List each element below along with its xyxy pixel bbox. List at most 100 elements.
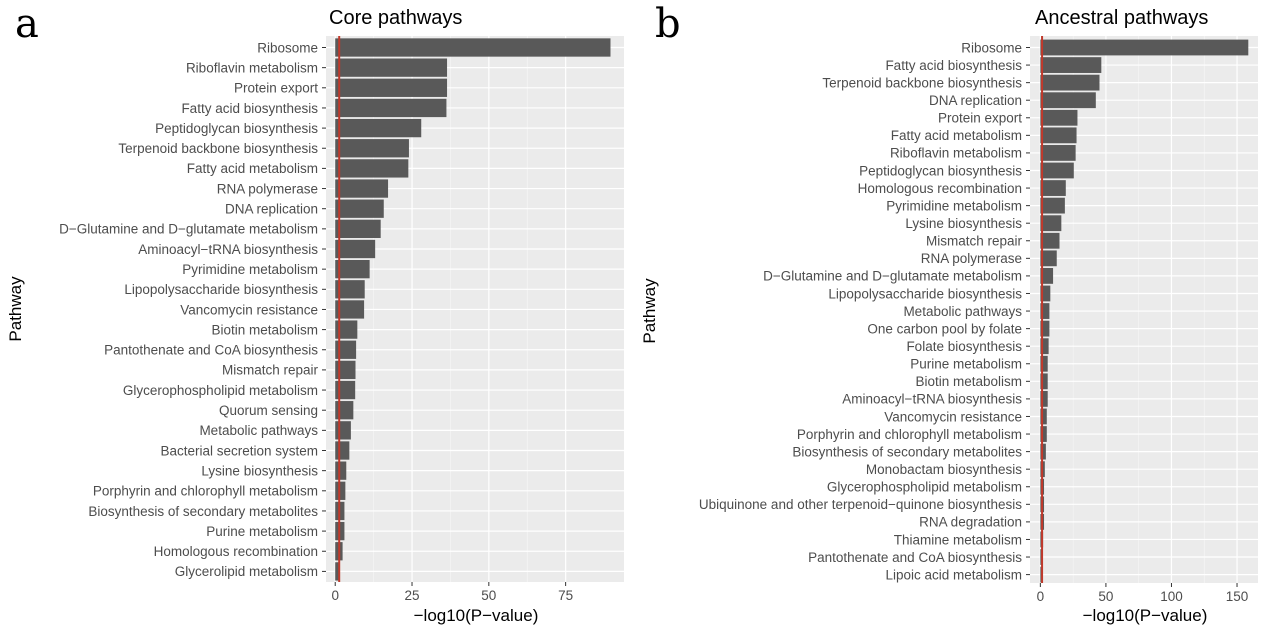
category-label: DNA replication bbox=[929, 93, 1022, 108]
bar bbox=[1040, 250, 1057, 267]
bar bbox=[335, 179, 389, 198]
category-label: Biotin metabolism bbox=[915, 374, 1022, 389]
category-label: Vancomycin resistance bbox=[180, 302, 318, 317]
category-label: D−Glutamine and D−glutamate metabolism bbox=[763, 269, 1022, 284]
category-label: Biosynthesis of secondary metabolites bbox=[88, 504, 318, 519]
category-label: RNA polymerase bbox=[217, 181, 318, 196]
bar bbox=[1040, 408, 1047, 425]
category-label: Terpenoid backbone biosynthesis bbox=[822, 75, 1022, 90]
category-label: Ribosome bbox=[961, 40, 1022, 55]
panel-b-y-axis-title: Pathway bbox=[640, 278, 659, 344]
category-label: Fatty acid metabolism bbox=[891, 128, 1022, 143]
category-label: Vancomycin resistance bbox=[884, 409, 1022, 424]
bar bbox=[335, 118, 422, 138]
bar bbox=[1040, 197, 1065, 214]
category-label: Riboflavin metabolism bbox=[186, 60, 318, 75]
bar bbox=[1040, 285, 1051, 302]
bar bbox=[335, 239, 376, 259]
x-tick-label: 0 bbox=[1037, 589, 1045, 604]
bar bbox=[1040, 391, 1048, 407]
x-tick-label: 25 bbox=[405, 588, 420, 603]
bar bbox=[1040, 303, 1050, 319]
panel-a-title: Core pathways bbox=[329, 7, 462, 29]
category-label: Purine metabolism bbox=[206, 524, 318, 539]
category-label: Pantothenate and CoA biosynthesis bbox=[808, 550, 1022, 565]
bar bbox=[335, 260, 370, 279]
bar bbox=[335, 340, 357, 359]
category-label: Bacterial secretion system bbox=[160, 443, 318, 458]
category-label: Pantothenate and CoA biosynthesis bbox=[104, 343, 318, 358]
category-label: Lysine biosynthesis bbox=[201, 463, 318, 478]
bar bbox=[1040, 338, 1049, 355]
bar bbox=[1040, 268, 1054, 284]
panel-b: b Ancestral pathways Ribosome Fatty acid … bbox=[640, 1, 1258, 625]
category-label: Ribosome bbox=[257, 40, 318, 55]
category-label: Aminoacyl−tRNA biosynthesis bbox=[842, 392, 1022, 407]
category-label: Purine metabolism bbox=[910, 357, 1022, 372]
category-label: Pyrimidine metabolism bbox=[886, 198, 1022, 213]
category-label: RNA degradation bbox=[919, 515, 1022, 530]
category-label: RNA polymerase bbox=[921, 251, 1022, 266]
category-label: One carbon pool by folate bbox=[867, 321, 1022, 336]
panel-b-x-ticks: 0 50 100 150 bbox=[1037, 583, 1248, 604]
category-label: Ubiquinone and other terpenoid−quinone b… bbox=[699, 497, 1022, 512]
category-label: Riboflavin metabolism bbox=[890, 146, 1022, 161]
panel-a-x-ticks: 0 25 50 75 bbox=[331, 582, 573, 603]
category-label: Lipoic acid metabolism bbox=[885, 567, 1022, 582]
panel-b-plot-background bbox=[1030, 36, 1258, 583]
category-label: Pyrimidine metabolism bbox=[182, 262, 318, 277]
bar bbox=[335, 401, 354, 420]
category-label: Thiamine metabolism bbox=[894, 532, 1022, 547]
x-tick-label: 75 bbox=[558, 588, 573, 603]
category-label: DNA replication bbox=[225, 202, 318, 217]
category-label: Porphyrin and chlorophyll metabolism bbox=[93, 484, 318, 499]
category-label: Glycerolipid metabolism bbox=[175, 564, 318, 579]
bar bbox=[335, 199, 384, 218]
bar bbox=[335, 481, 346, 500]
category-label: Protein export bbox=[938, 111, 1022, 126]
category-label: Homologous recombination bbox=[154, 544, 318, 559]
bar bbox=[1040, 39, 1249, 56]
bar bbox=[335, 98, 447, 118]
bar bbox=[1040, 57, 1102, 73]
bar bbox=[1040, 320, 1050, 337]
panel-b-title: Ancestral pathways bbox=[1035, 7, 1208, 29]
bar bbox=[1040, 162, 1074, 179]
category-label: Lipopolysaccharide biosynthesis bbox=[124, 282, 318, 297]
panel-letter-b: b bbox=[655, 1, 681, 47]
bar bbox=[1040, 109, 1078, 126]
category-label: Biosynthesis of secondary metabolites bbox=[792, 444, 1022, 459]
bar bbox=[335, 139, 409, 158]
category-label: Peptidoglycan biosynthesis bbox=[155, 121, 318, 136]
panel-b-bars bbox=[1040, 36, 1249, 583]
bar bbox=[335, 441, 350, 460]
bar bbox=[335, 280, 365, 299]
bar bbox=[335, 58, 448, 77]
category-label: Glycerophospholipid metabolism bbox=[123, 383, 318, 398]
bar bbox=[335, 421, 351, 440]
bar bbox=[335, 360, 356, 380]
panel-a: a Core pathways Ribosome Riboflavin metab… bbox=[6, 1, 624, 625]
panel-letter-a: a bbox=[15, 1, 39, 47]
category-label: Porphyrin and chlorophyll metabolism bbox=[797, 427, 1022, 442]
category-label: Biotin metabolism bbox=[211, 322, 318, 337]
bar bbox=[1040, 145, 1076, 161]
panel-a-x-axis-title: −log10(P−value) bbox=[414, 606, 539, 625]
category-label: Quorum sensing bbox=[219, 403, 318, 418]
x-tick-label: 50 bbox=[1098, 589, 1113, 604]
category-label: Mismatch repair bbox=[926, 234, 1023, 249]
bar bbox=[1040, 180, 1066, 196]
bar bbox=[335, 562, 340, 581]
bar bbox=[1040, 215, 1062, 232]
category-label: Folate biosynthesis bbox=[906, 339, 1022, 354]
bar bbox=[1040, 426, 1047, 442]
bar bbox=[335, 461, 347, 480]
bar bbox=[335, 300, 365, 319]
bar bbox=[335, 219, 381, 238]
x-tick-label: 50 bbox=[481, 588, 496, 603]
category-label: Lysine biosynthesis bbox=[905, 216, 1022, 231]
bar bbox=[1040, 373, 1048, 390]
panel-a-category-labels: Ribosome Riboflavin metabolism Protein exp… bbox=[59, 40, 326, 579]
bar bbox=[1040, 74, 1100, 91]
